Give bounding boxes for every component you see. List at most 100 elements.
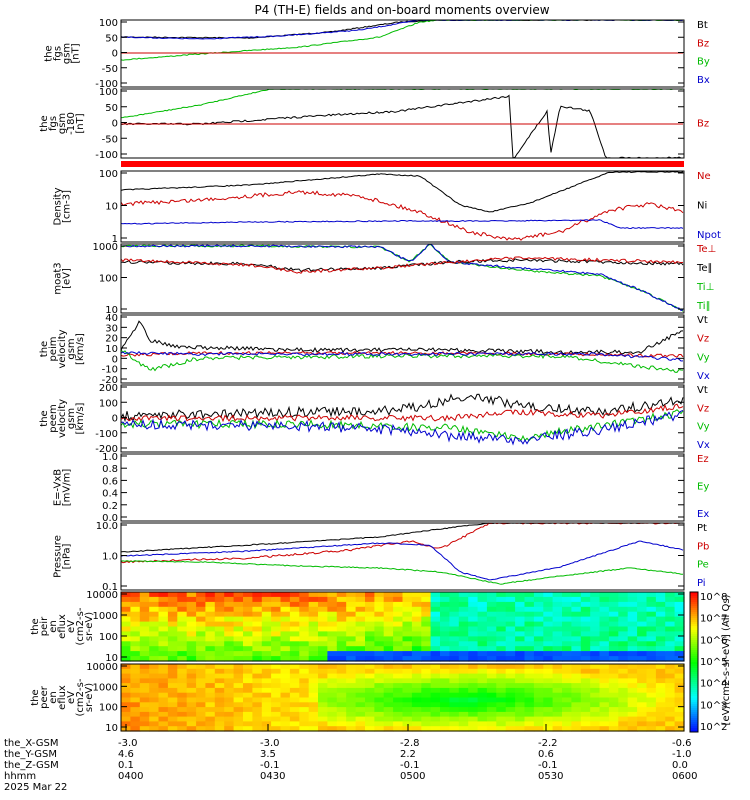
heatmap-cell bbox=[374, 616, 385, 623]
heatmap-cell bbox=[543, 601, 554, 608]
heatmap-cell bbox=[562, 683, 572, 689]
heatmap-cell bbox=[655, 592, 666, 598]
heatmap-cell bbox=[665, 631, 676, 637]
heatmap-cell bbox=[308, 697, 319, 703]
heatmap-cell bbox=[327, 656, 338, 662]
y-label-line: [nPa] bbox=[62, 543, 73, 569]
heatmap-cell bbox=[571, 601, 582, 608]
heatmap-cell bbox=[477, 636, 488, 642]
heatmap-cell bbox=[627, 592, 638, 598]
trace-2 bbox=[120, 403, 684, 423]
heatmap-cell bbox=[458, 601, 469, 608]
heatmap-cell bbox=[374, 641, 385, 647]
heatmap-cell bbox=[496, 611, 507, 618]
heatmap-cell bbox=[599, 716, 610, 722]
heatmap-cell bbox=[543, 646, 554, 652]
heatmap-cell bbox=[580, 621, 591, 628]
heatmap-cell bbox=[205, 631, 216, 637]
heatmap-cell bbox=[402, 641, 413, 647]
heatmap-cell bbox=[496, 651, 507, 657]
colorbar-segment bbox=[690, 716, 698, 719]
heatmap-cell bbox=[243, 651, 253, 657]
heatmap-cell bbox=[186, 611, 197, 618]
colorbar-segment bbox=[690, 670, 698, 673]
heatmap-cell bbox=[665, 606, 676, 613]
heatmap-cell bbox=[365, 631, 375, 637]
heatmap-cell bbox=[665, 721, 676, 727]
heatmap-cell bbox=[430, 673, 441, 679]
heatmap-cell bbox=[383, 616, 394, 623]
heatmap-cell bbox=[177, 726, 188, 732]
heatmap-cell bbox=[440, 711, 450, 718]
heatmap-cell bbox=[608, 687, 619, 694]
heatmap-cell bbox=[590, 692, 601, 699]
heatmap-cell bbox=[599, 656, 610, 662]
heatmap-cell bbox=[186, 711, 197, 718]
heatmap-cell bbox=[318, 651, 328, 657]
heatmap-cell bbox=[177, 656, 188, 662]
heatmap-cell bbox=[608, 621, 619, 628]
heatmap-cell bbox=[421, 606, 432, 613]
heatmap-cell bbox=[196, 726, 207, 732]
heatmap-cell bbox=[637, 626, 648, 632]
heatmap-cell bbox=[486, 716, 497, 722]
heatmap-cell bbox=[158, 683, 169, 689]
heatmap-cell bbox=[449, 697, 460, 703]
heatmap-cell bbox=[486, 626, 497, 632]
heatmap-cell bbox=[393, 716, 404, 722]
heatmap-cell bbox=[346, 678, 357, 684]
trace-3 bbox=[120, 258, 684, 273]
heatmap-cell bbox=[477, 673, 488, 679]
heatmap-cell bbox=[149, 692, 160, 699]
heatmap-cell bbox=[449, 707, 460, 713]
colorbar-segment bbox=[690, 618, 698, 621]
heatmap-cell bbox=[243, 721, 253, 727]
heatmap-cell bbox=[139, 683, 150, 689]
heatmap-cell bbox=[515, 692, 526, 699]
heatmap-cell bbox=[383, 636, 394, 642]
heatmap-cell bbox=[618, 636, 629, 642]
heatmap-cell bbox=[524, 683, 535, 689]
heatmap-cell bbox=[449, 673, 460, 679]
heatmap-cell bbox=[608, 726, 619, 732]
heatmap-cell bbox=[149, 683, 160, 689]
heatmap-cell bbox=[562, 664, 572, 670]
heatmap-cell bbox=[393, 673, 404, 679]
heatmap-cell bbox=[449, 726, 460, 732]
heatmap-cell bbox=[562, 692, 572, 699]
heatmap-cell bbox=[590, 636, 601, 642]
heatmap-cell bbox=[280, 673, 291, 679]
heatmap-cell bbox=[618, 611, 629, 618]
heatmap-cell bbox=[355, 626, 366, 632]
heatmap-cell bbox=[608, 651, 619, 657]
heatmap-cell bbox=[590, 596, 601, 603]
heatmap-cell bbox=[205, 683, 216, 689]
heatmap-cell bbox=[618, 683, 629, 689]
heatmap-cell bbox=[130, 664, 141, 670]
heatmap-cell bbox=[365, 596, 375, 603]
heatmap-cell bbox=[411, 707, 422, 713]
heatmap-cell bbox=[158, 636, 169, 642]
heatmap-cell bbox=[214, 631, 225, 637]
heatmap-cell bbox=[411, 678, 422, 684]
heatmap-cell bbox=[571, 664, 582, 670]
heatmap-cell bbox=[158, 716, 169, 722]
row-label-1: the_Y-GSM bbox=[4, 749, 57, 760]
heatmap-cell bbox=[130, 592, 141, 598]
heatmap-cell bbox=[336, 664, 347, 670]
colorbar-segment bbox=[690, 682, 698, 685]
y-tick-label: 10 bbox=[105, 653, 118, 664]
heatmap-cell bbox=[486, 721, 497, 727]
heatmap-cell bbox=[411, 646, 422, 652]
heatmap-cell bbox=[346, 626, 357, 632]
heatmap-cell bbox=[646, 641, 657, 647]
heatmap-cell bbox=[608, 601, 619, 608]
heatmap-cell bbox=[458, 656, 469, 662]
heatmap-cell bbox=[477, 702, 488, 708]
heatmap-cell bbox=[674, 601, 685, 608]
heatmap-cell bbox=[205, 621, 216, 628]
heatmap-cell bbox=[533, 621, 544, 628]
heatmap-cell bbox=[365, 601, 375, 608]
y-label-line: the bbox=[44, 45, 55, 61]
heatmap-cell bbox=[590, 664, 601, 670]
